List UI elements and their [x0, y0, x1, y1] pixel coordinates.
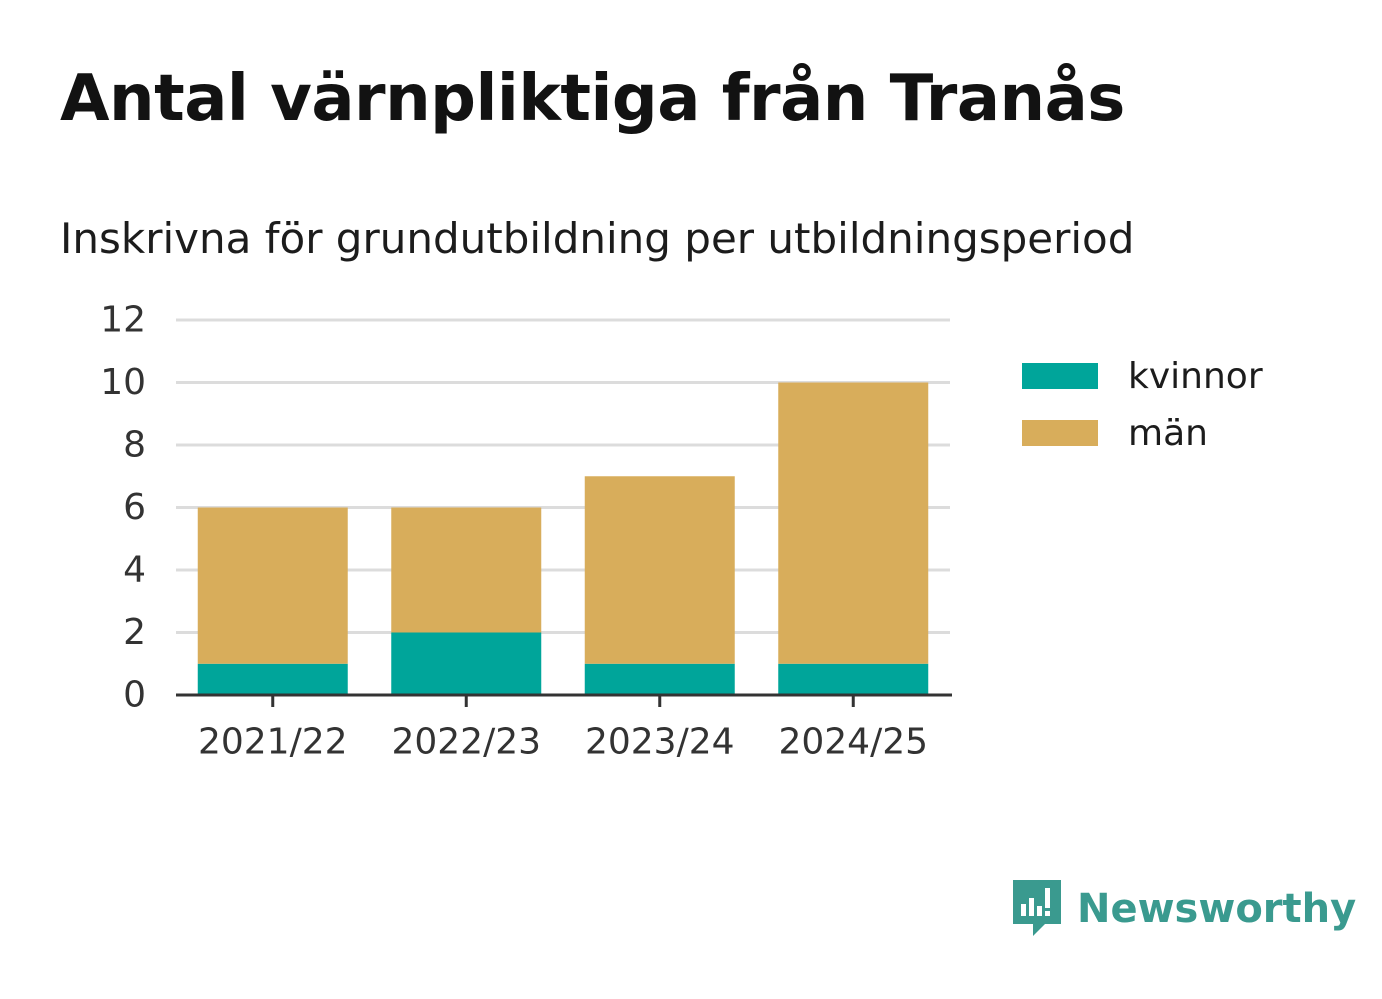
chart-title: Antal värnpliktiga från Tranås	[60, 62, 1125, 136]
axes: 0 2 4 6 8 10 12 2021/22 2022/23 2023/24 2024/25	[100, 300, 952, 763]
legend: kvinnor män	[1022, 356, 1263, 470]
legend-label: män	[1128, 412, 1208, 454]
bars	[197, 382, 929, 695]
x-tick-label: 2024/25	[778, 722, 928, 763]
bar-segment	[778, 382, 929, 664]
legend-item: män	[1022, 412, 1263, 454]
x-tick-label: 2022/23	[391, 722, 541, 763]
newsworthy-logo-icon	[1013, 880, 1061, 936]
brand-logo: Newsworthy	[1011, 878, 1356, 940]
y-tick-label: 0	[123, 675, 146, 716]
legend-item: kvinnor	[1022, 355, 1263, 397]
bar-segment	[778, 663, 929, 695]
bar-segment	[391, 632, 542, 695]
legend-label: kvinnor	[1128, 355, 1263, 397]
y-tick-label: 10	[100, 362, 146, 403]
legend-swatch	[1022, 420, 1098, 446]
legend-swatch	[1022, 363, 1098, 389]
y-tick-label: 12	[100, 300, 146, 341]
bar-segment	[391, 507, 542, 633]
bar-segment	[584, 476, 735, 664]
y-tick-label: 2	[123, 612, 146, 653]
x-tick-label: 2023/24	[585, 722, 735, 763]
y-tick-label: 4	[123, 550, 146, 591]
y-tick-label: 8	[123, 425, 146, 466]
bar-segment	[197, 663, 348, 695]
bar-segment	[197, 507, 348, 664]
chart-subtitle: Inskrivna för grundutbildning per utbild…	[60, 214, 1135, 263]
x-tick-label: 2021/22	[198, 722, 348, 763]
brand-name: Newsworthy	[1077, 886, 1357, 932]
y-tick-label: 6	[123, 487, 146, 528]
bar-segment	[584, 663, 735, 695]
